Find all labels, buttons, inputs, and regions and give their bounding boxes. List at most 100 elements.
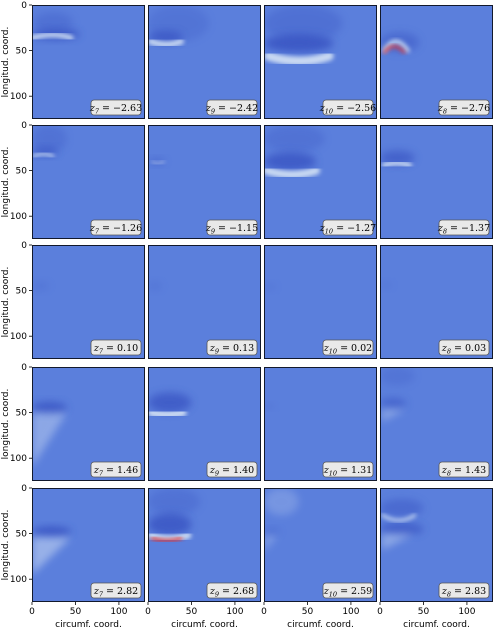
z-score-badge [90, 339, 142, 356]
panel-frame [148, 5, 261, 119]
heatmap-features [148, 281, 162, 291]
heatmap-blob [148, 392, 192, 413]
x-tick-label: 50 [418, 607, 430, 617]
heatmap-panel-r2-c3: z10 = −1.27 [264, 125, 377, 239]
heatmap-ridge [150, 536, 183, 543]
heatmap-features [264, 5, 343, 66]
panel-frame [380, 5, 493, 119]
panel-frame [148, 367, 261, 481]
heatmap-blob [380, 281, 393, 289]
x-tick-label: 50 [302, 607, 314, 617]
z-score-label: z8 = −1.37 [437, 223, 490, 236]
heatmap-panel-r5-c2: z9 = 2.68 [148, 488, 261, 602]
x-tick-label: 100 [342, 607, 359, 617]
panel-frame [32, 5, 145, 119]
heatmap-blob [264, 488, 299, 516]
heatmap-features [148, 5, 209, 48]
heatmap-features [32, 12, 80, 41]
heatmap-panel-r4-c1: z7 = 1.46 [32, 367, 145, 481]
z-score-badge [206, 461, 258, 478]
z-score-badge [90, 99, 142, 116]
heatmap-blob [264, 125, 325, 153]
heatmap-features [380, 32, 420, 54]
z-score-label: z9 = 1.40 [209, 465, 254, 478]
z-score-label: z10 = −1.27 [319, 223, 376, 236]
heatmap-ridge [32, 152, 55, 158]
heatmap-panel-r1-c4: z8 = −2.76 [380, 5, 493, 119]
heatmap-features [148, 157, 166, 166]
y-tick-label: 0 [21, 241, 27, 251]
y-tick-label: 0 [21, 121, 27, 131]
y-tick-label: 50 [16, 47, 28, 57]
x-tick-label: 0 [145, 607, 151, 617]
y-tick-label: 50 [16, 530, 28, 540]
heatmap-blob [380, 367, 415, 386]
z-score-label: z7 = 2.82 [93, 586, 138, 599]
heatmap-ridge [32, 32, 74, 41]
panel-frame [32, 125, 145, 239]
heatmap-fan [264, 535, 278, 552]
panel-frame [264, 5, 377, 119]
heatmap-blob [148, 281, 162, 291]
x-tick-label: 100 [110, 607, 127, 617]
heatmap-features [380, 281, 393, 289]
heatmap-blob [32, 281, 50, 291]
heatmap-fan [381, 533, 415, 551]
heatmap-blob [148, 30, 183, 44]
y-tick-label: 100 [10, 92, 27, 102]
heatmap-ridge [383, 45, 406, 54]
heatmap-panel-r1-c3: z10 = −2.56 [264, 5, 377, 119]
heatmap-features [380, 150, 415, 168]
z-score-badge [322, 339, 374, 356]
heatmap-panel-r4-c2: z9 = 1.40 [148, 367, 261, 481]
heatmap-panel-r4-c3: z10 = 1.31 [264, 367, 377, 481]
heatmap-blob [264, 528, 280, 536]
z-score-label: z7 = 0.10 [93, 343, 138, 356]
heatmap-panel-r3-c2: z9 = 0.13 [148, 245, 261, 359]
heatmap-blob [32, 526, 72, 538]
panel-frame [380, 125, 493, 239]
z-score-badge [322, 99, 374, 116]
z-score-label: z9 = 2.68 [209, 586, 254, 599]
z-score-label: z8 = 1.43 [441, 465, 486, 478]
z-score-label: z7 = −2.63 [89, 103, 142, 116]
x-tick-label: 100 [226, 607, 243, 617]
z-score-badge [322, 582, 374, 599]
panel-frame [148, 125, 261, 239]
z-score-label: z10 = 1.31 [323, 465, 372, 478]
heatmap-panel-r3-c1: z7 = 0.10 [32, 245, 145, 359]
panel-frame [380, 488, 493, 602]
z-score-label: z7 = −1.26 [89, 223, 142, 236]
heatmap-panel-r1-c1: z7 = −2.63 [32, 5, 145, 119]
panel-frame [264, 245, 377, 359]
heatmap-fan [32, 412, 67, 468]
heatmap-ridge [382, 39, 410, 53]
x-tick-label: 50 [186, 607, 198, 617]
y-axis-label: longitud. coord. [1, 510, 11, 581]
x-tick-label: 0 [377, 607, 383, 617]
panel-grid: z7 = −2.63 z9 = −2.42 z10 = −2.56 z8 = −2.7… [32, 5, 493, 602]
heatmap-features [264, 283, 277, 291]
heatmap-features [264, 488, 299, 552]
heatmap-panel-r2-c1: z7 = −1.26 [32, 125, 145, 239]
heatmap-ridge [381, 513, 417, 522]
heatmap-blob [264, 283, 277, 291]
y-axis-label: longitud. coord. [1, 147, 11, 218]
z-score-label: z10 = 2.59 [323, 586, 372, 599]
heatmap-features [264, 125, 325, 179]
panel-frame [264, 125, 377, 239]
heatmap-blob [148, 157, 166, 166]
z-score-badge [206, 339, 258, 356]
heatmap-features [32, 125, 67, 158]
z-score-label: z9 = −1.15 [205, 223, 258, 236]
y-tick-label: 0 [21, 363, 27, 373]
axes-labels: 0 50 100 longitud. coord. 0 50 100 longitud. co… [1, 1, 476, 630]
heatmap-blob [264, 403, 275, 409]
y-tick-label: 50 [16, 287, 28, 297]
y-tick-label: 0 [21, 484, 27, 494]
panel-frame [32, 488, 145, 602]
panel-frame [148, 488, 261, 602]
y-tick-label: 50 [16, 409, 28, 419]
heatmap-panel-r5-c4: z8 = 2.83 [380, 488, 493, 602]
